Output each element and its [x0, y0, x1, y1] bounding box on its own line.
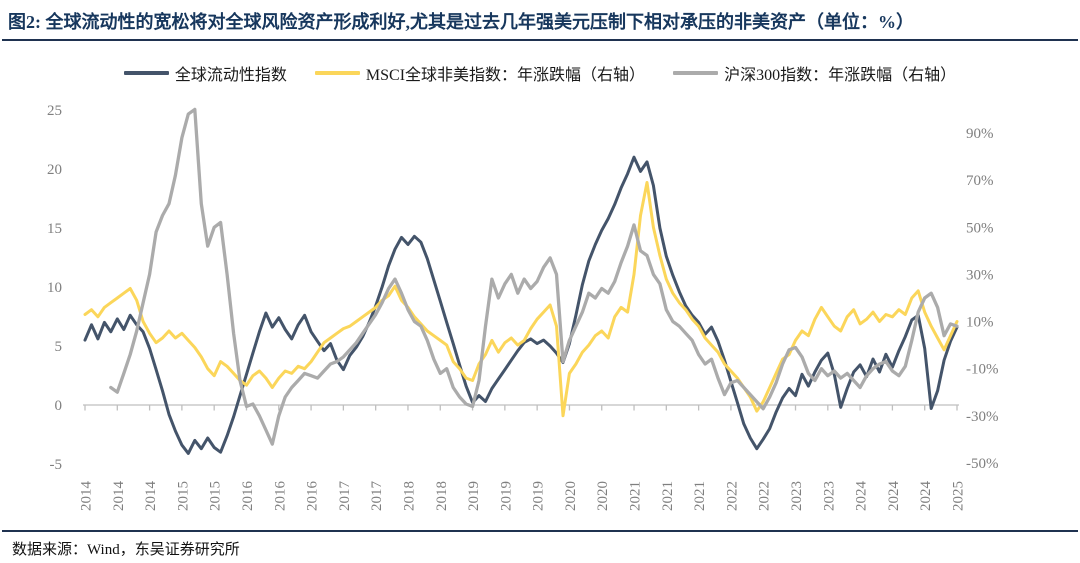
legend-label-csi300: 沪深300指数：年涨跌幅（右轴） — [724, 67, 957, 84]
x-tick-label: 2021 — [628, 481, 644, 511]
legend-item-csi300: 沪深300指数：年涨跌幅（右轴） — [673, 61, 956, 85]
x-tick-label: 2023 — [821, 481, 837, 511]
left-axis-tick-label: 20 — [47, 162, 62, 178]
series-line-0 — [83, 155, 959, 455]
x-tick-label: 2024 — [918, 481, 934, 512]
x-tick-label: 2020 — [595, 481, 611, 511]
x-tick-label: 2025 — [951, 481, 967, 511]
right-axis-tick-label: 70% — [966, 173, 994, 189]
footer-divider — [2, 530, 1078, 532]
chart-legend: 全球流动性指数 MSCI全球非美指数：年涨跌幅（右轴） 沪深300指数：年涨跌幅… — [0, 60, 1080, 86]
series-line-1 — [83, 181, 959, 418]
right-axis-tick-label: 10% — [966, 315, 994, 331]
x-tick-label: 2015 — [208, 481, 224, 511]
x-tick-label: 2024 — [886, 481, 902, 512]
left-axis-tick-label: 0 — [55, 398, 63, 414]
series-line-2 — [109, 107, 959, 446]
x-tick-label: 2019 — [531, 481, 547, 511]
x-tick-label: 2016 — [272, 481, 288, 512]
x-tick-label: 2024 — [854, 481, 870, 512]
x-tick-label: 2014 — [143, 481, 159, 512]
x-tick-label: 2022 — [724, 481, 740, 511]
x-tick-label: 2015 — [175, 481, 191, 511]
x-tick-label: 2016 — [305, 481, 321, 512]
legend-label-global-liquidity: 全球流动性指数 — [174, 67, 287, 84]
x-tick-label: 2019 — [498, 481, 514, 511]
x-tick-label: 2018 — [401, 481, 417, 511]
x-tick-label: 2016 — [240, 481, 256, 512]
legend-label-msci-ex-us: MSCI全球非美指数：年涨跌幅（右轴） — [365, 67, 646, 84]
legend-item-msci-ex-us: MSCI全球非美指数：年涨跌幅（右轴） — [314, 61, 646, 85]
left-axis-tick-label: -5 — [50, 457, 63, 473]
right-axis-tick-label: -10% — [966, 362, 999, 378]
x-tick-label: 2021 — [692, 481, 708, 511]
x-tick-label: 2019 — [466, 481, 482, 511]
left-axis-tick-label: 10 — [47, 280, 62, 296]
right-axis-tick-label: -50% — [966, 456, 999, 472]
x-tick-label: 2023 — [789, 481, 805, 511]
left-axis-tick-label: 15 — [47, 221, 62, 237]
title-divider — [2, 39, 1078, 41]
x-tick-label: 2014 — [111, 481, 127, 512]
x-tick-label: 2022 — [757, 481, 773, 511]
x-tick-label: 2020 — [563, 481, 579, 511]
legend-swatch-navy — [123, 71, 169, 75]
x-tick-label: 2017 — [369, 481, 385, 512]
right-axis-tick-label: 30% — [966, 267, 994, 283]
data-source-note: 数据来源：Wind，东吴证券研究所 — [12, 542, 240, 558]
x-tick-label: 2021 — [660, 481, 676, 511]
legend-swatch-gray — [673, 71, 719, 75]
legend-swatch-yellow — [314, 71, 360, 75]
left-axis-tick-label: 5 — [55, 339, 63, 355]
right-axis-tick-label: 90% — [966, 126, 994, 142]
right-axis-tick-label: -30% — [966, 409, 999, 425]
right-axis-tick-label: 50% — [966, 220, 994, 236]
x-tick-label: 2014 — [79, 481, 95, 512]
figure-title: 图2: 全球流动性的宽松将对全球风险资产形成利好,尤其是过去几年强美元压制下相对… — [8, 12, 914, 32]
legend-item-global-liquidity: 全球流动性指数 — [123, 61, 287, 85]
x-tick-label: 2017 — [337, 481, 353, 512]
left-axis-tick-label: 25 — [47, 103, 62, 119]
x-tick-label: 2018 — [434, 481, 450, 511]
